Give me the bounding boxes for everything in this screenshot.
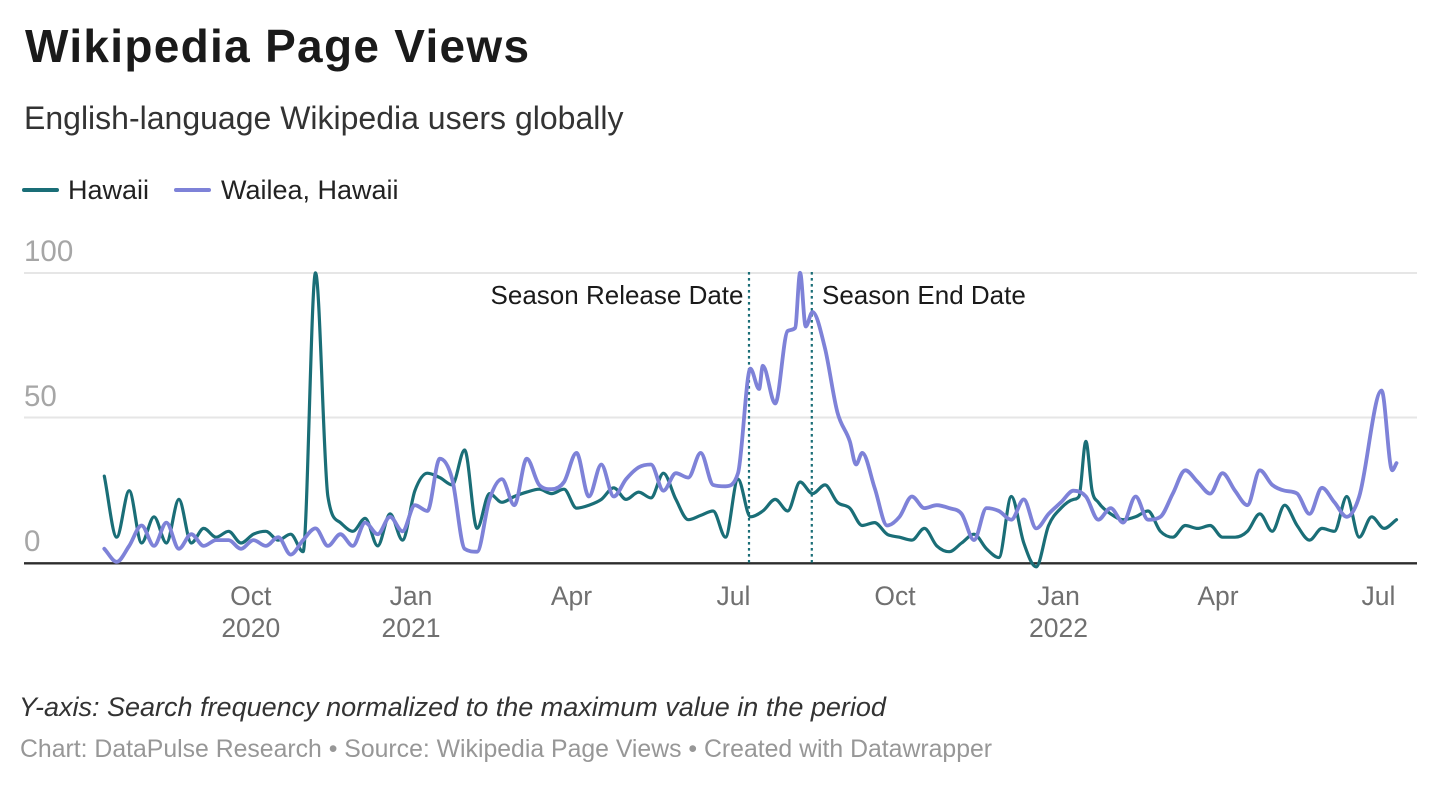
svg-text:Season End Date: Season End Date [822,280,1026,310]
svg-text:Jul: Jul [1362,581,1396,611]
svg-text:Chart: DataPulse Research • So: Chart: DataPulse Research • Source: Wiki… [20,736,992,763]
svg-text:100: 100 [24,235,73,268]
svg-text:Hawaii: Hawaii [68,175,149,205]
svg-text:English-language Wikipedia use: English-language Wikipedia users globall… [24,100,623,136]
svg-text:50: 50 [24,380,57,413]
svg-text:2022: 2022 [1029,613,1088,643]
svg-text:2020: 2020 [221,613,280,643]
svg-text:Jan: Jan [1037,581,1080,611]
svg-text:0: 0 [24,525,40,558]
svg-text:Jul: Jul [717,581,751,611]
svg-text:Jan: Jan [390,581,433,611]
svg-text:Apr: Apr [551,581,592,611]
svg-text:Apr: Apr [1197,581,1238,611]
svg-text:Wailea, Hawaii: Wailea, Hawaii [221,175,399,205]
svg-text:Y-axis: Search frequency norma: Y-axis: Search frequency normalized to t… [19,692,887,722]
svg-text:Wikipedia Page Views: Wikipedia Page Views [25,20,530,72]
svg-text:2021: 2021 [382,613,441,643]
svg-text:Oct: Oct [230,581,272,611]
svg-text:Season Release Date: Season Release Date [491,280,744,310]
svg-text:Oct: Oct [874,581,916,611]
